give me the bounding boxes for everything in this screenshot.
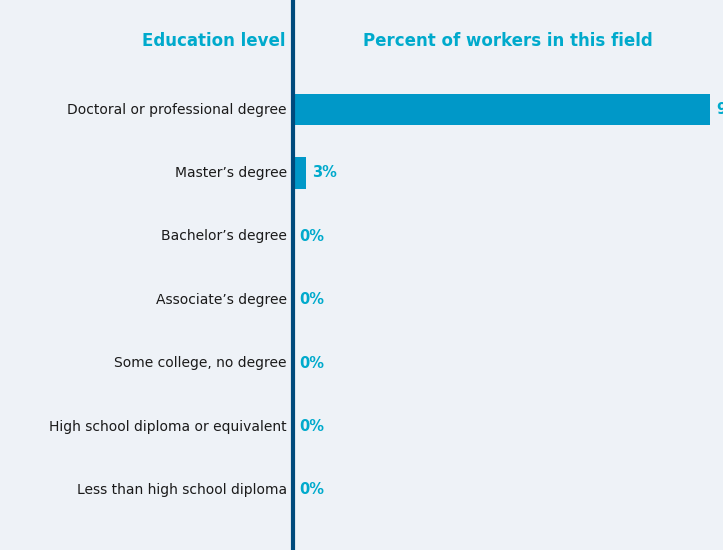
Text: 97%: 97% bbox=[716, 102, 723, 117]
Text: 0%: 0% bbox=[299, 419, 325, 434]
Bar bbox=[293, 157, 306, 189]
Text: Associate’s degree: Associate’s degree bbox=[156, 293, 287, 307]
Text: Some college, no degree: Some college, no degree bbox=[114, 356, 287, 370]
Text: Education level: Education level bbox=[142, 31, 286, 50]
Text: Less than high school diploma: Less than high school diploma bbox=[77, 483, 287, 497]
Text: Master’s degree: Master’s degree bbox=[175, 166, 287, 180]
Text: 3%: 3% bbox=[312, 166, 337, 180]
Text: High school diploma or equivalent: High school diploma or equivalent bbox=[49, 420, 287, 433]
Text: 0%: 0% bbox=[299, 229, 325, 244]
Text: Doctoral or professional degree: Doctoral or professional degree bbox=[67, 102, 287, 117]
Text: 0%: 0% bbox=[299, 482, 325, 497]
Bar bbox=[293, 94, 710, 125]
Text: 0%: 0% bbox=[299, 292, 325, 307]
Text: 0%: 0% bbox=[299, 356, 325, 371]
Text: Bachelor’s degree: Bachelor’s degree bbox=[161, 229, 287, 243]
Text: Percent of workers in this field: Percent of workers in this field bbox=[363, 31, 653, 50]
